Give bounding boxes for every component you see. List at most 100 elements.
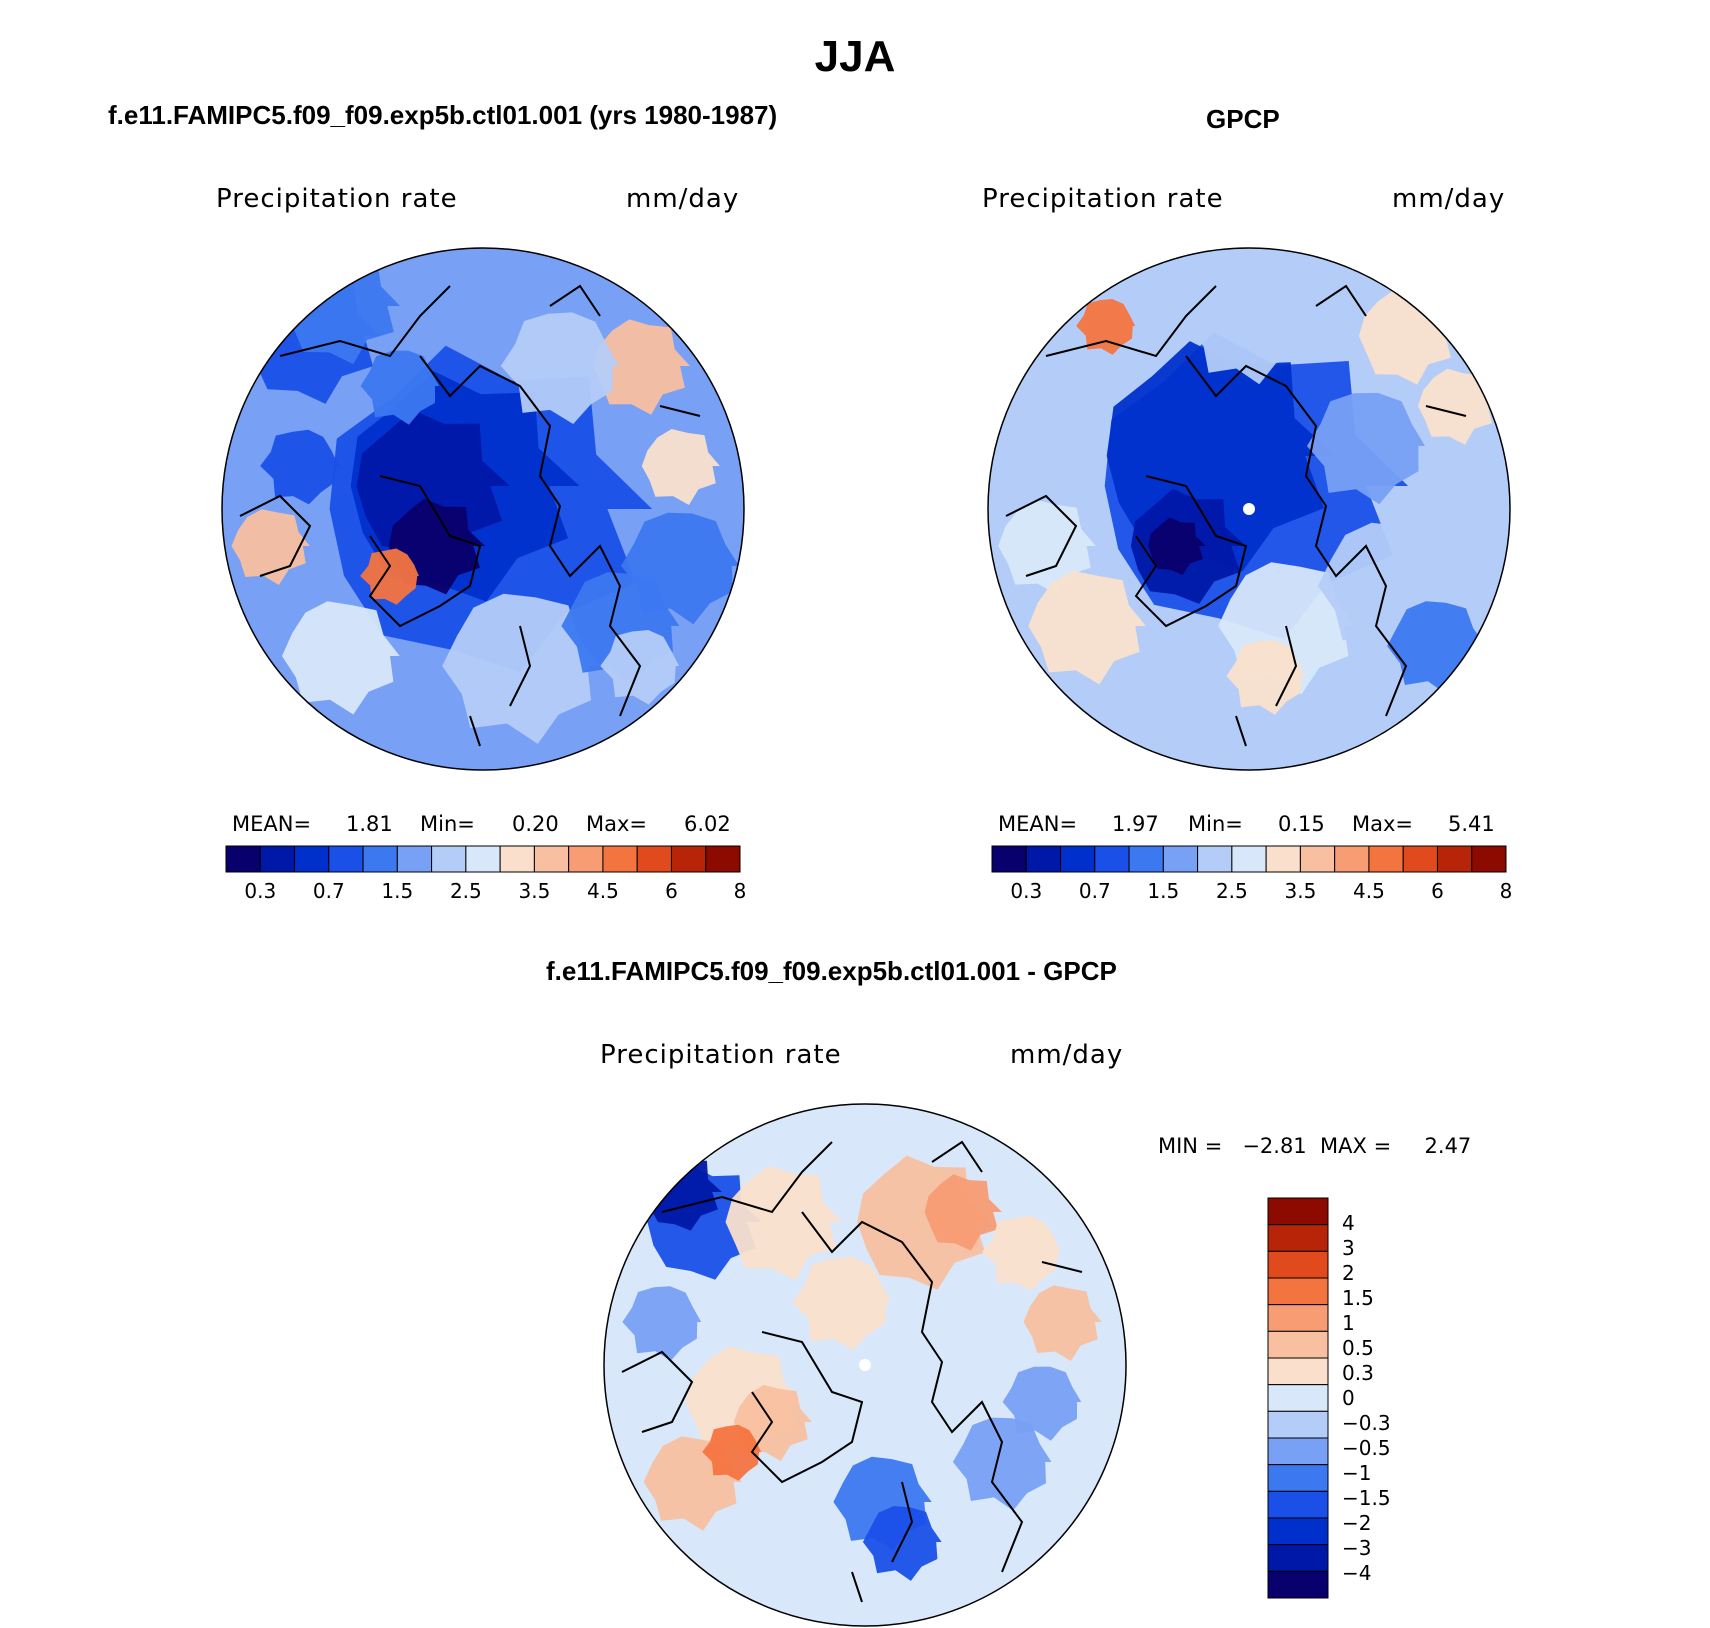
colorbar-tick-label: 0.5 bbox=[1342, 1336, 1374, 1360]
coastline bbox=[1005, 284, 1467, 747]
panel-2-units: mm/day bbox=[1392, 184, 1506, 214]
colorbar-tick-label: 0.7 bbox=[1079, 879, 1111, 903]
colorbar-swatch bbox=[991, 845, 1027, 873]
colorbar-swatch bbox=[1267, 1544, 1329, 1572]
colorbar-swatch bbox=[1267, 1517, 1329, 1546]
colorbar-tick-label: 8 bbox=[734, 879, 747, 903]
precipitation-field bbox=[988, 248, 1510, 770]
colorbar-swatch bbox=[225, 845, 261, 873]
colorbar-tick-label: 4 bbox=[1342, 1211, 1355, 1235]
colorbar-swatch bbox=[1267, 1277, 1329, 1306]
colorbar-tick-label: 1 bbox=[1342, 1311, 1355, 1335]
colorbar-swatch bbox=[396, 845, 433, 873]
colorbar-tick-label: 0 bbox=[1342, 1386, 1355, 1410]
colorbar-swatch bbox=[1267, 1570, 1329, 1599]
panel-1-min: 0.20 bbox=[512, 812, 559, 836]
colorbar-tick-label: 1.5 bbox=[381, 879, 413, 903]
panel-3-title: f.e11.FAMIPC5.f09_f09.exp5b.ctl01.001 - … bbox=[546, 956, 1117, 986]
pole-marker bbox=[1243, 503, 1255, 515]
panel-2-min-label: Min= bbox=[1188, 812, 1243, 836]
colorbar-tick-label: 1.5 bbox=[1342, 1286, 1374, 1310]
colorbar-swatch bbox=[1025, 845, 1062, 873]
colorbar-swatch bbox=[1197, 845, 1233, 873]
colorbar-swatch bbox=[1402, 845, 1438, 873]
colorbar-swatch bbox=[602, 845, 638, 873]
colorbar-swatch bbox=[568, 845, 604, 873]
colorbar-swatch bbox=[1231, 845, 1267, 873]
colorbar-tick-label: −1 bbox=[1342, 1461, 1371, 1485]
colorbar-tick-label: 6 bbox=[665, 879, 678, 903]
colorbar-swatch bbox=[533, 845, 570, 873]
colorbar-swatch bbox=[1299, 845, 1336, 873]
colorbar-tick-label: 1.5 bbox=[1147, 879, 1179, 903]
colorbar-swatch bbox=[636, 845, 672, 873]
panel-2-title: GPCP bbox=[1206, 104, 1280, 134]
panel-1-title: f.e11.FAMIPC5.f09_f09.exp5b.ctl01.001 (y… bbox=[108, 100, 778, 130]
colorbar-swatch bbox=[1368, 845, 1404, 873]
panel-3-units: mm/day bbox=[1010, 1040, 1124, 1070]
colorbar-tick-label: 0.3 bbox=[244, 879, 276, 903]
colorbar-swatch bbox=[1267, 1437, 1329, 1466]
colorbar-swatch bbox=[1267, 1250, 1329, 1279]
colorbar-tick-label: 3.5 bbox=[518, 879, 550, 903]
panel-1-mean: 1.81 bbox=[346, 812, 393, 836]
panel-2-variable: Precipitation rate bbox=[982, 184, 1224, 214]
precipitation-field bbox=[604, 1104, 1126, 1626]
colorbar-swatch bbox=[705, 845, 741, 873]
colorbar-swatch bbox=[362, 845, 398, 873]
precipitation-field bbox=[222, 248, 744, 770]
main-title: JJA bbox=[814, 32, 896, 81]
panel-2-colorbar: 0.3 0.7 1.5 2.5 3.5 4.5 6 8 bbox=[991, 845, 1512, 903]
colorbar-swatch bbox=[670, 845, 707, 873]
colorbar-tick-label: 6 bbox=[1431, 879, 1444, 903]
colorbar-swatch bbox=[1267, 1410, 1329, 1439]
colorbar-swatch bbox=[1267, 1464, 1329, 1492]
panel-3-map bbox=[603, 1103, 1127, 1627]
colorbar-swatch bbox=[1162, 845, 1199, 873]
colorbar-swatch bbox=[1060, 845, 1096, 873]
colorbar-swatch bbox=[1128, 845, 1164, 873]
colorbar-swatch bbox=[328, 845, 364, 873]
colorbar-swatch bbox=[465, 845, 501, 873]
panel-1-mean-label: MEAN= bbox=[232, 812, 312, 836]
panel-1-max: 6.02 bbox=[684, 812, 731, 836]
panel-2-mean: 1.97 bbox=[1112, 812, 1159, 836]
colorbar-swatch bbox=[1267, 1197, 1329, 1226]
colorbar-tick-label: 2 bbox=[1342, 1261, 1355, 1285]
panel-2-max: 5.41 bbox=[1448, 812, 1495, 836]
colorbar-swatch bbox=[1267, 1330, 1329, 1359]
panel-1-max-label: Max= bbox=[586, 812, 648, 836]
colorbar-swatch bbox=[1267, 1384, 1329, 1412]
panel-2-max-label: Max= bbox=[1352, 812, 1414, 836]
panel-1-variable: Precipitation rate bbox=[216, 184, 458, 214]
panel-1-min-label: Min= bbox=[420, 812, 475, 836]
panel-2-min: 0.15 bbox=[1278, 812, 1325, 836]
colorbar-tick-label: 2.5 bbox=[1216, 879, 1248, 903]
colorbar-tick-label: 2.5 bbox=[450, 879, 482, 903]
colorbar-tick-label: −0.5 bbox=[1342, 1436, 1391, 1460]
colorbar-tick-label: −4 bbox=[1342, 1561, 1371, 1585]
colorbar-swatch bbox=[1267, 1357, 1329, 1386]
colorbar-tick-label: 0.3 bbox=[1010, 879, 1042, 903]
colorbar-swatch bbox=[1094, 845, 1130, 873]
colorbar-tick-label: −2 bbox=[1342, 1511, 1371, 1535]
colorbar-swatch bbox=[1267, 1304, 1329, 1332]
colorbar-tick-label: −0.3 bbox=[1342, 1411, 1391, 1435]
colorbar-swatch bbox=[431, 845, 467, 873]
colorbar-swatch bbox=[1265, 845, 1301, 873]
map-border bbox=[221, 247, 745, 771]
colorbar-swatch bbox=[294, 845, 330, 873]
colorbar-swatch bbox=[1334, 845, 1370, 873]
panel-2-mean-label: MEAN= bbox=[998, 812, 1078, 836]
colorbar-tick-label: 3.5 bbox=[1284, 879, 1316, 903]
panel-1-map bbox=[221, 247, 745, 771]
colorbar-swatch bbox=[1267, 1490, 1329, 1519]
colorbar-swatch bbox=[1471, 845, 1507, 873]
colorbar-swatch bbox=[499, 845, 535, 873]
colorbar-tick-label: 8 bbox=[1500, 879, 1513, 903]
colorbar-tick-label: 4.5 bbox=[587, 879, 619, 903]
panel-3-variable: Precipitation rate bbox=[600, 1040, 842, 1070]
colorbar-tick-label: 4.5 bbox=[1353, 879, 1385, 903]
colorbar-tick-label: 3 bbox=[1342, 1236, 1355, 1260]
